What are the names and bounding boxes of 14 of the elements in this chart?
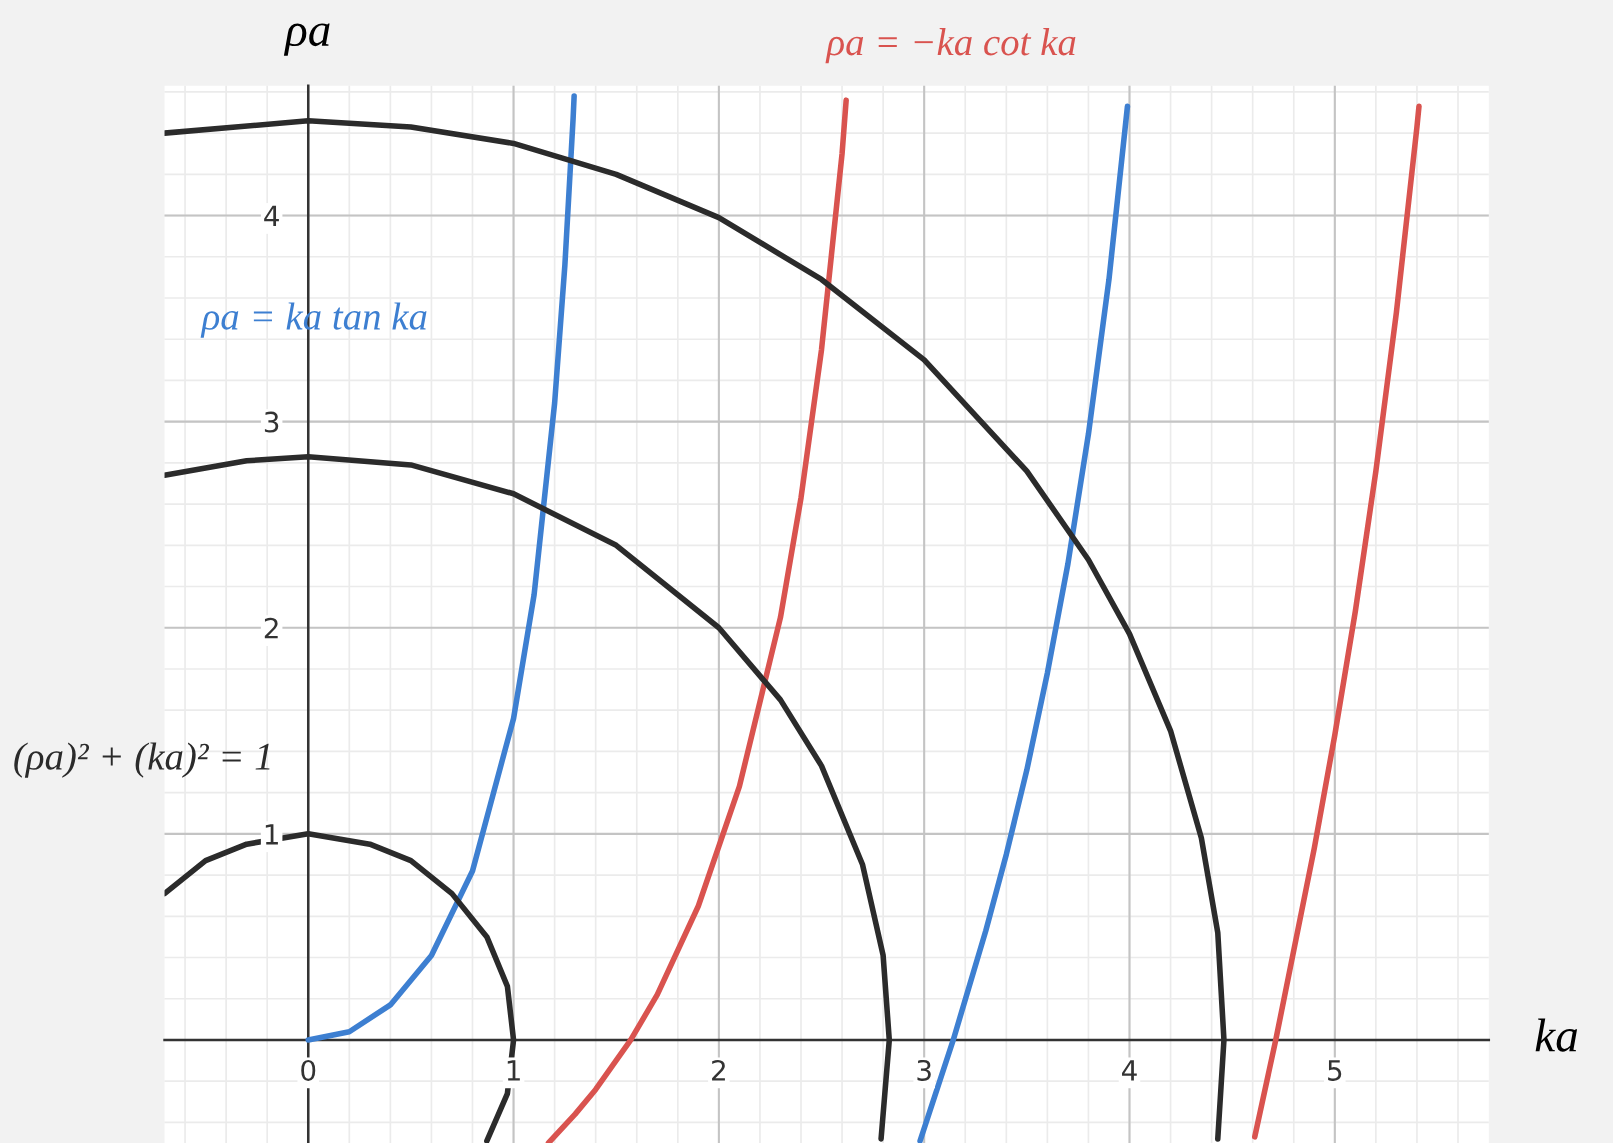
- y-tick-label: 2: [264, 617, 278, 639]
- x-tick-label: 5: [1328, 1060, 1342, 1081]
- series-label: (ρa)² + (ka)² = 1: [14, 742, 270, 778]
- series-label: ρa = −ka cot ka: [825, 28, 1076, 64]
- y-tick-label: 1: [265, 824, 278, 845]
- y-axis-title: ρa: [283, 23, 330, 56]
- x-tick-label: 2: [712, 1059, 725, 1081]
- y-tick-label: 3: [264, 411, 279, 433]
- x-tick-label: 4: [1122, 1060, 1137, 1081]
- x-tick-label: 1: [507, 1060, 520, 1081]
- x-tick-label: 3: [917, 1059, 931, 1081]
- x-tick-label: 0: [301, 1059, 316, 1081]
- x-axis-title: ka: [1535, 1018, 1578, 1052]
- y-tick-label: 4: [264, 205, 279, 227]
